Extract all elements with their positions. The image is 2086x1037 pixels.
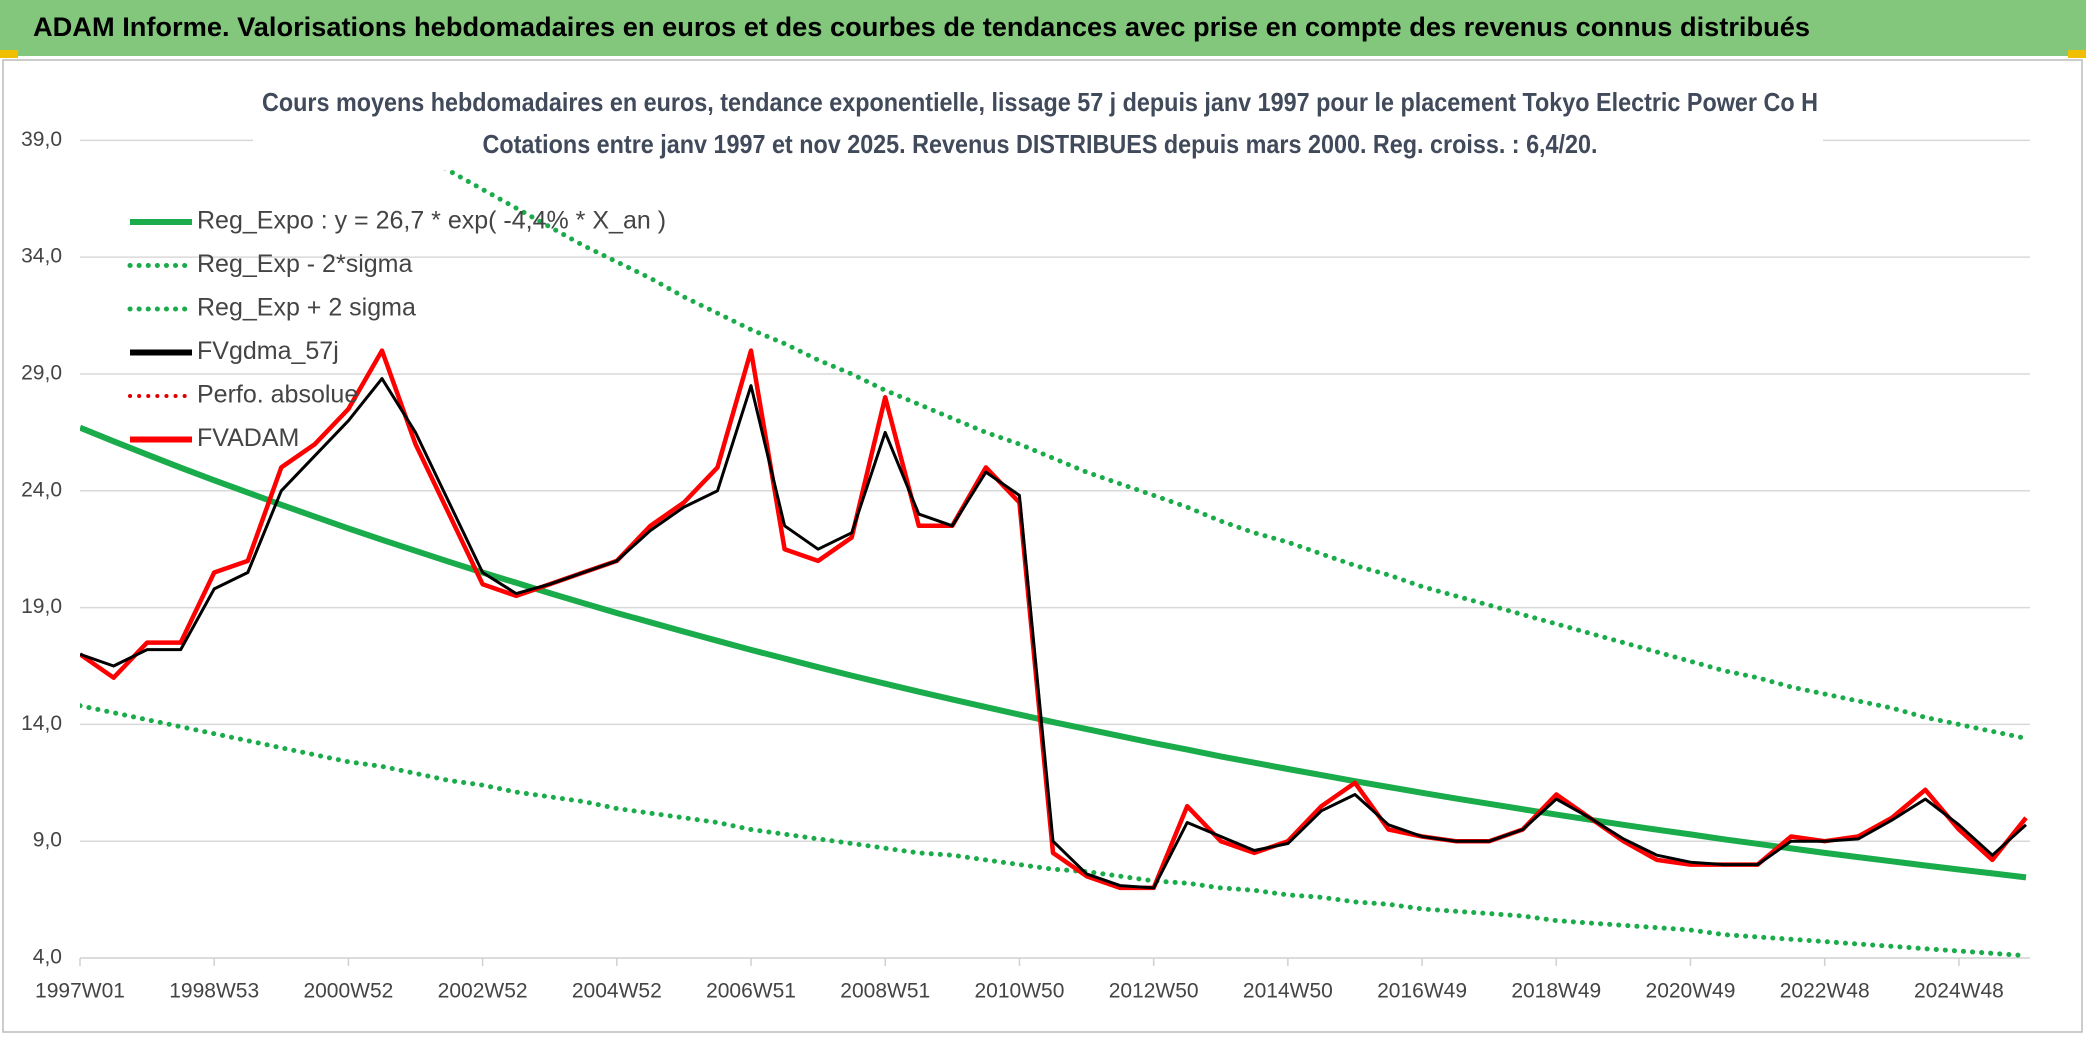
axes: 4,0 9,0 14,0 19,0 24,0 29,0 34,0 39,0 1997W01 199… [21,128,2004,1003]
x-tick-label: 1998W53 [169,980,259,1003]
chart-frame [2,59,2083,1033]
x-tick-label: 2018W49 [1511,980,1601,1003]
x-tick-label: 2008W51 [840,980,930,1003]
y-tick-label: 9,0 [33,829,62,852]
x-tick-label: 2014W50 [1243,980,1333,1003]
legend-label: Reg_Expo : y = 26,7 * exp( -4,4% * X_an … [197,207,666,235]
y-tick-label: 34,0 [21,245,62,268]
y-tick-label: 39,0 [21,128,62,151]
y-tick-label: 24,0 [21,478,62,501]
x-tick-label: 2022W48 [1780,980,1870,1003]
x-tick-label: 2020W49 [1646,980,1736,1003]
x-tick-label: 2016W49 [1377,980,1467,1003]
x-tick-label: 2006W51 [706,980,796,1003]
subtitle: Cours moyens hebdomadaires en euros, ten… [262,87,1818,117]
y-tick-label: 29,0 [21,362,62,385]
x-tick-label: 2012W50 [1109,980,1199,1003]
subtitle-box [253,82,1823,170]
y-tick-label: 14,0 [21,712,62,735]
x-tick-label: 2000W52 [303,980,393,1003]
y-tick-label: 19,0 [21,595,62,618]
x-tick-label: 2010W50 [974,980,1064,1003]
x-tick-label: 1997W01 [35,980,125,1003]
legend-label: Reg_Exp - 2*sigma [197,250,412,278]
y-tick-label: 4,0 [33,946,62,969]
legend-label: FVADAM [197,424,299,452]
legend-label: Perfo. absolue [197,381,358,409]
legend-label: FVgdma_57j [197,337,339,365]
header-title: ADAM Informe. Valorisations hebdomadaire… [33,12,1810,42]
legend-label: Reg_Exp + 2 sigma [197,294,416,322]
x-tick-label: 2024W48 [1914,980,2004,1003]
corner [2068,50,2086,58]
series-line [80,703,2029,959]
subtitle: Cotations entre janv 1997 et nov 2025. R… [483,129,1598,159]
legend: Reg_Expo : y = 26,7 * exp( -4,4% * X_an … [127,207,666,452]
series-line [80,424,2027,881]
header-bar [0,0,2086,56]
corner [0,50,18,58]
x-tick-label: 2004W52 [572,980,662,1003]
x-tick-label: 2002W52 [438,980,528,1003]
series-line [80,377,2028,890]
